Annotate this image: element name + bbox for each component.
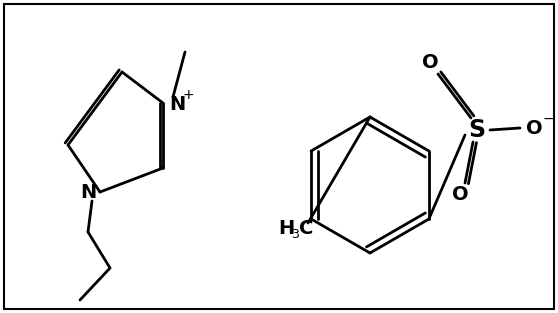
Text: N: N: [80, 183, 96, 203]
Text: 3: 3: [291, 228, 299, 242]
Text: O: O: [526, 119, 542, 137]
Text: S: S: [468, 118, 485, 142]
Text: C: C: [299, 218, 313, 238]
Text: O: O: [422, 53, 439, 71]
Text: O: O: [451, 186, 468, 204]
Text: −: −: [542, 112, 554, 126]
Text: H: H: [278, 218, 294, 238]
Text: N: N: [169, 95, 185, 114]
Text: +: +: [182, 88, 194, 102]
